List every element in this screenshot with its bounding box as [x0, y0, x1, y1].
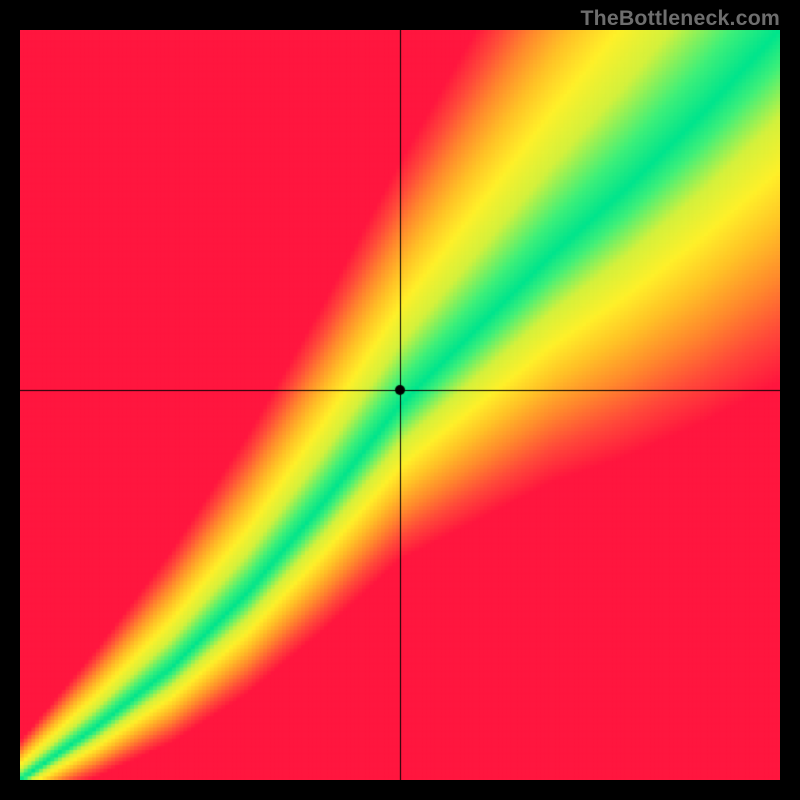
chart-stage: { "source_watermark": { "text": "TheBott…: [0, 0, 800, 800]
crosshair-overlay: [20, 30, 780, 780]
source-watermark: TheBottleneck.com: [580, 6, 780, 31]
